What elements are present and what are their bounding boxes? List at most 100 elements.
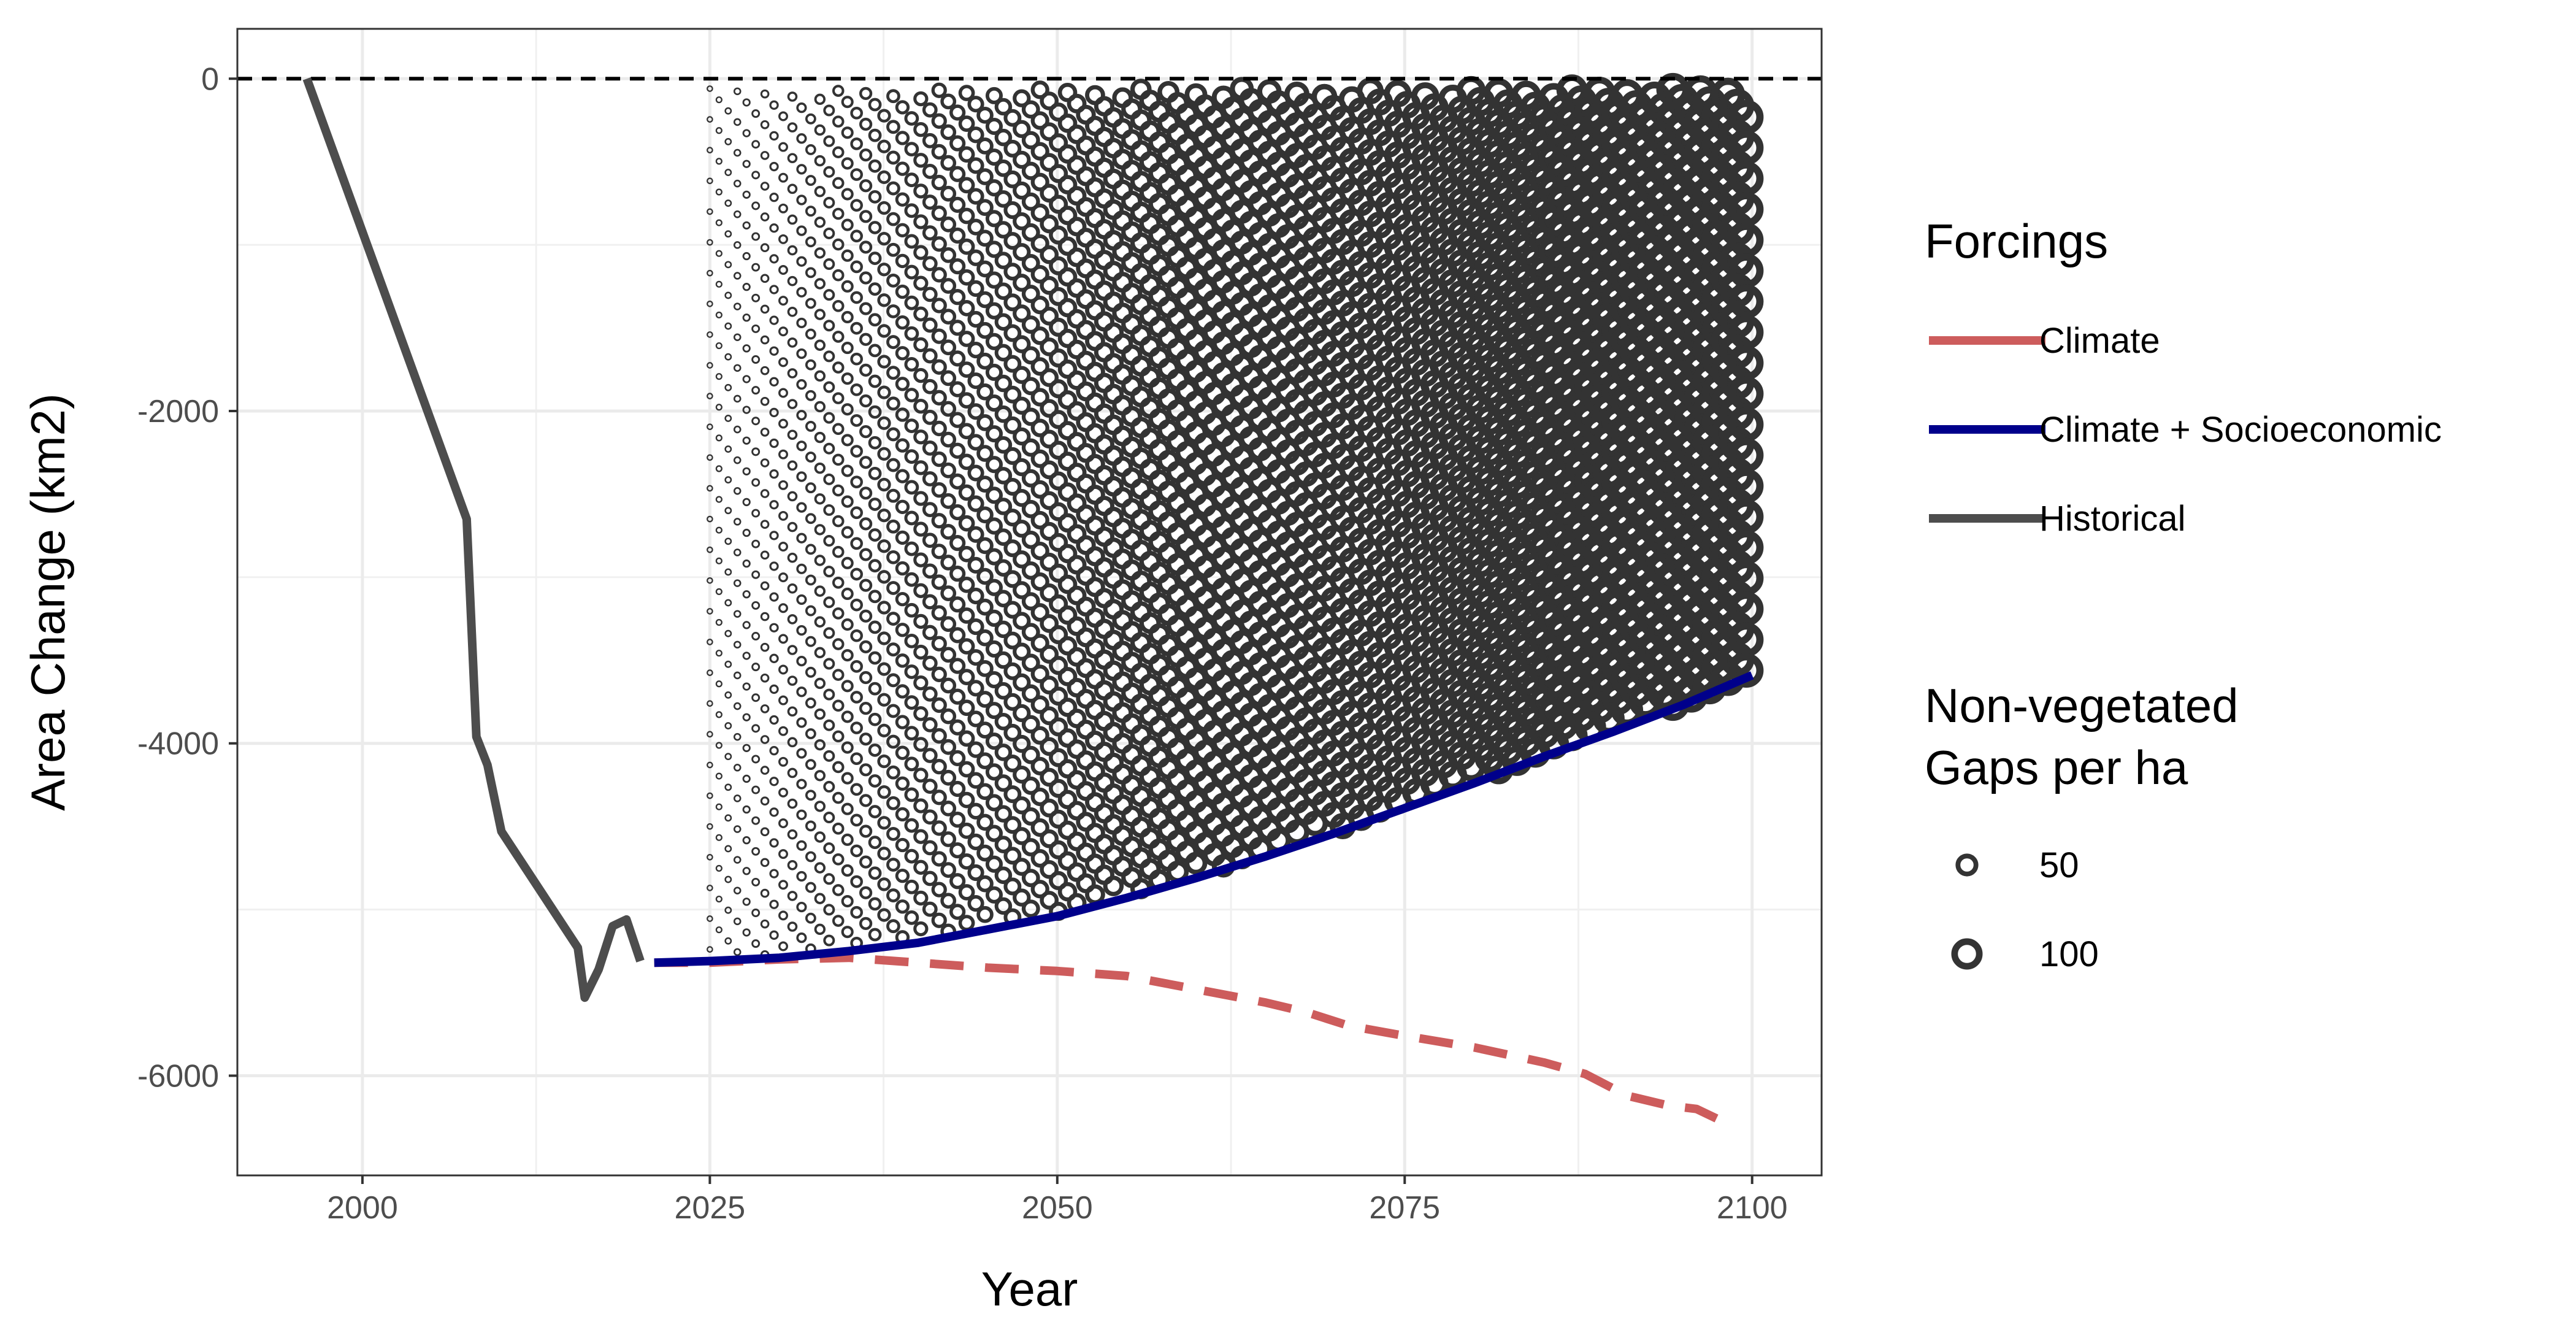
gap-marker (1103, 875, 1124, 896)
gap-marker (850, 291, 863, 304)
gap-marker (769, 131, 779, 141)
gap-marker (796, 532, 807, 544)
gap-marker (823, 504, 835, 516)
gap-marker (832, 915, 845, 927)
gap-marker (805, 666, 816, 678)
gap-marker (877, 723, 891, 738)
gap-marker (751, 693, 761, 702)
gap-marker (814, 524, 826, 536)
legend-label-climate-socioeconomic: Climate + Socioeconomic (2039, 410, 2442, 450)
gap-marker (778, 326, 788, 337)
gap-marker (832, 300, 845, 312)
gap-marker (805, 544, 816, 555)
gap-marker (1040, 859, 1059, 879)
gap-marker (949, 688, 966, 705)
gap-marker (1021, 407, 1040, 426)
gap-marker (850, 875, 863, 888)
gap-marker (814, 401, 826, 413)
gap-marker (931, 912, 947, 928)
gap-marker (724, 230, 732, 238)
gap-marker (931, 759, 947, 775)
gap-marker (832, 730, 845, 743)
gap-marker (958, 207, 975, 225)
gap-marker (886, 458, 900, 472)
gap-marker (994, 651, 1013, 669)
gap-marker (940, 585, 957, 602)
gap-marker (904, 633, 919, 648)
gap-marker (922, 409, 938, 425)
gap-marker (850, 445, 863, 458)
gap-marker (895, 653, 910, 668)
gap-marker (1040, 214, 1059, 234)
gap-marker (841, 280, 854, 293)
gap-marker (994, 405, 1013, 423)
gap-marker (733, 333, 742, 342)
gap-marker (778, 572, 788, 583)
gap-marker (742, 129, 751, 137)
gap-marker (769, 469, 779, 479)
gap-marker (707, 239, 713, 246)
gap-marker (778, 818, 788, 829)
gap-marker (1040, 552, 1059, 572)
gap-marker (823, 442, 835, 455)
gap-marker (994, 590, 1013, 608)
gap-marker (832, 669, 845, 681)
gap-marker (724, 199, 732, 207)
gap-marker (850, 137, 863, 150)
gap-marker (715, 650, 723, 657)
gap-marker (769, 100, 779, 110)
gap-marker (922, 102, 938, 118)
gap-marker (940, 93, 957, 110)
gap-marker (958, 361, 975, 378)
gap-marker (940, 401, 957, 417)
gap-marker (1013, 673, 1031, 692)
gap-marker (922, 471, 938, 486)
gap-marker (931, 267, 947, 283)
gap-marker (895, 807, 910, 822)
gap-marker (913, 429, 929, 445)
gap-marker (805, 482, 816, 494)
gap-marker (958, 269, 975, 286)
gap-marker (787, 521, 798, 532)
gap-marker (841, 96, 854, 109)
gap-marker (1049, 410, 1068, 429)
gap-marker (949, 166, 966, 182)
gap-marker (841, 157, 854, 170)
x-tick-label: 2075 (1369, 1190, 1440, 1226)
gap-marker (742, 898, 751, 906)
gap-marker (796, 656, 807, 667)
gap-marker (994, 344, 1013, 362)
gap-marker (994, 128, 1013, 147)
gap-marker (994, 436, 1013, 454)
gap-marker (1013, 335, 1031, 353)
gap-marker (868, 682, 882, 696)
gap-marker (1021, 100, 1040, 119)
gap-marker (715, 96, 723, 104)
gap-marker (805, 359, 816, 371)
gap-marker (760, 550, 770, 560)
gap-marker (796, 748, 807, 759)
gap-marker (1030, 326, 1049, 345)
gap-marker (850, 844, 863, 858)
gap-marker (832, 884, 845, 896)
gap-marker (832, 577, 845, 589)
gap-marker (751, 816, 761, 825)
gap-marker (787, 737, 798, 748)
gap-marker (895, 284, 910, 299)
gap-marker (814, 309, 826, 320)
gap-marker (823, 289, 835, 301)
gap-marker (967, 741, 984, 758)
gap-marker (1003, 109, 1022, 127)
gap-marker (904, 848, 919, 864)
gap-marker (841, 188, 854, 201)
gap-marker (1003, 877, 1022, 896)
gap-marker (832, 607, 845, 620)
series-climate (654, 953, 1727, 1126)
gap-marker (778, 910, 788, 921)
gap-marker (913, 675, 929, 691)
gap-marker (1003, 416, 1022, 434)
gap-marker (1040, 460, 1059, 480)
gap-marker (733, 886, 742, 895)
gap-marker (940, 462, 957, 479)
gap-marker (1021, 807, 1040, 826)
